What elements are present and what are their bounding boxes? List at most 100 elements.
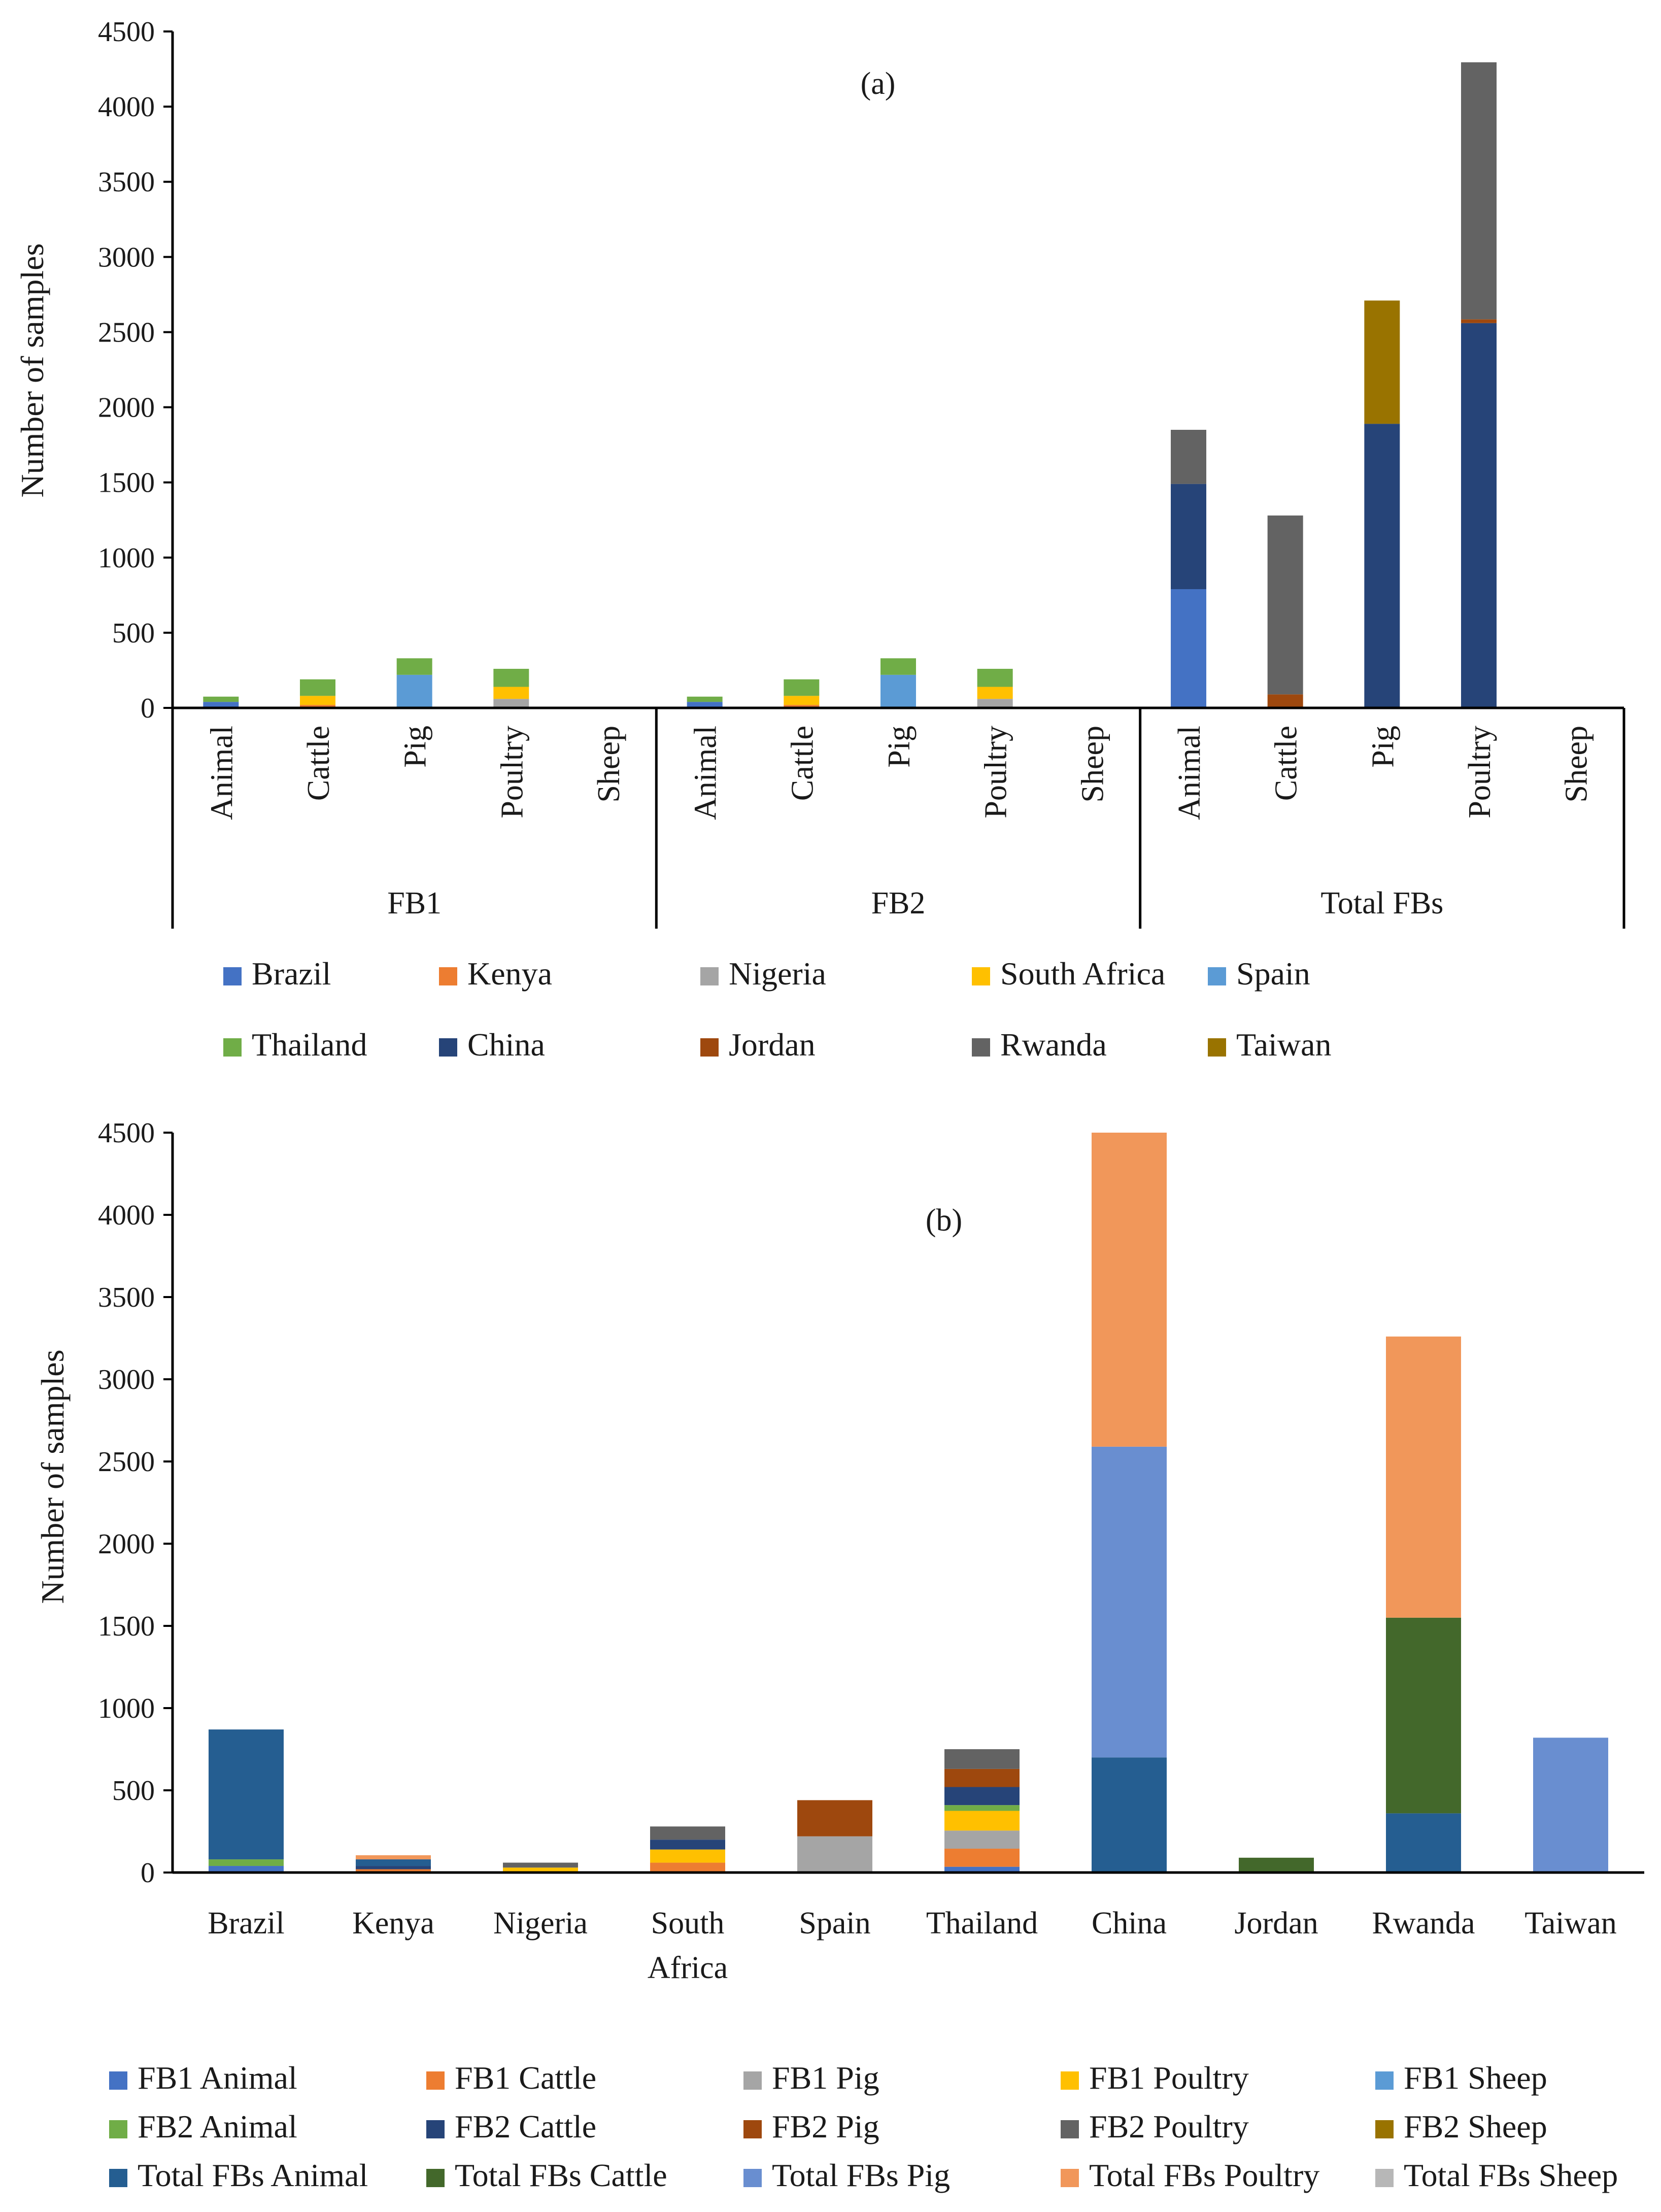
b-legend-label: FB1 Cattle (455, 2060, 596, 2096)
a-bar-thailand (493, 668, 529, 687)
a-bar-thailand (687, 696, 723, 702)
b-bar-total-fbs-animal (1092, 1757, 1167, 1873)
a-bar-south-africa (300, 696, 335, 705)
b-legend-swatch-total-fbs-sheep (1375, 2169, 1394, 2187)
a-category-label: Poultry (1463, 726, 1497, 819)
b-bar-fb2-poultry (650, 1826, 725, 1840)
a-y-tick-label: 4000 (98, 91, 155, 123)
b-category-label: Spain (799, 1906, 870, 1941)
panel-b-category-labels: Brazil Kenya Nigeria South Africa Spain Thaila… (208, 1906, 1617, 1985)
a-bar-spain (396, 674, 432, 708)
a-legend-swatch-spain (1208, 967, 1226, 985)
a-category-label: Cattle (1269, 726, 1304, 801)
a-bar-rwanda (1461, 62, 1497, 320)
a-legend-swatch-rwanda (972, 1038, 990, 1057)
a-y-tick-label: 500 (112, 618, 155, 649)
a-y-tick-label: 0 (141, 693, 155, 724)
b-bar-fb2-poultry (503, 1862, 578, 1868)
a-bar-south-africa (493, 687, 529, 699)
b-category-label: Rwanda (1372, 1906, 1475, 1941)
panel-a-label: (a) (861, 66, 896, 101)
b-bar-total-fbs-cattle (1239, 1857, 1314, 1873)
b-legend-swatch-fb1-pig (743, 2071, 762, 2090)
b-legend-label: Total FBs Cattle (455, 2157, 667, 2193)
b-legend-label: FB2 Sheep (1404, 2108, 1547, 2145)
b-legend-swatch-fb1-animal (109, 2071, 127, 2090)
b-category-label: Taiwan (1524, 1906, 1617, 1941)
panel-a-y-axis-label: Number of samples (14, 243, 50, 497)
b-legend-swatch-fb2-poultry (1061, 2120, 1079, 2138)
b-legend-label: Total FBs Sheep (1404, 2157, 1618, 2193)
a-category-label: Poultry (495, 726, 529, 819)
a-y-tick-label: 1500 (98, 467, 155, 499)
panel-a-group-labels: FB1 FB2 Total FBs (171, 708, 1625, 929)
a-bar-jordan (1267, 694, 1303, 708)
a-y-tick-label: 4500 (98, 16, 155, 48)
b-bar-fb1-pig (944, 1830, 1020, 1849)
b-legend-label: Total FBs Pig (772, 2157, 950, 2193)
a-legend-label: South Africa (1000, 956, 1165, 992)
b-legend-swatch-total-fbs-poultry (1061, 2169, 1079, 2187)
b-category-label: China (1092, 1906, 1167, 1941)
b-bar-fb1-cattle (650, 1862, 725, 1873)
b-bar-total-fbs-animal (209, 1729, 284, 1860)
a-legend-label: Brazil (252, 956, 331, 992)
b-legend-swatch-fb1-poultry (1061, 2071, 1079, 2090)
a-bar-nigeria (493, 699, 529, 708)
b-bar-fb1-poultry (503, 1867, 578, 1873)
a-bar-kenya (300, 705, 335, 708)
b-legend-label: Total FBs Animal (138, 2157, 368, 2193)
b-category-label: Nigeria (493, 1906, 588, 1941)
b-bar-fb1-poultry (650, 1849, 725, 1863)
b-bar-total-fbs-animal (356, 1859, 431, 1866)
a-legend-label: Kenya (467, 956, 552, 992)
a-legend-label: Rwanda (1000, 1027, 1107, 1063)
b-bar-fb2-poultry (944, 1749, 1020, 1769)
b-legend-swatch-fb1-cattle (426, 2071, 445, 2090)
b-legend-label: FB2 Animal (138, 2108, 297, 2145)
a-legend-swatch-thailand (223, 1038, 242, 1057)
a-legend-label: Taiwan (1236, 1027, 1331, 1063)
a-legend-label: Jordan (729, 1027, 816, 1063)
a-legend-swatch-nigeria (700, 967, 719, 985)
a-legend-label: China (467, 1027, 545, 1063)
panel-a-chart: 0 500 1000 1500 2000 2500 3000 3500 4000 4500 Ani… (14, 16, 1625, 1063)
a-y-tick-label: 2500 (98, 317, 155, 348)
b-legend-label: FB2 Pig (772, 2108, 879, 2145)
b-bar-fb1-cattle (944, 1849, 1020, 1867)
a-group-label: Total FBs (1320, 886, 1443, 921)
a-bar-thailand (880, 658, 916, 675)
a-legend-swatch-brazil (223, 967, 242, 985)
b-legend-label: FB1 Animal (138, 2060, 297, 2096)
b-legend-swatch-total-fbs-pig (743, 2169, 762, 2187)
a-category-label: Pig (1366, 726, 1400, 768)
a-y-tick-label: 3500 (98, 166, 155, 198)
b-bar-total-fbs-cattle (1386, 1617, 1461, 1814)
b-y-tick-label: 1500 (98, 1611, 155, 1642)
b-y-tick-label: 4000 (98, 1200, 155, 1231)
a-category-label: Animal (1172, 726, 1207, 820)
panel-a-category-labels: Animal Cattle Pig Poultry Sheep Animal Cattle P… (205, 726, 1594, 820)
b-bar-fb1-cattle (356, 1869, 431, 1873)
b-legend-swatch-total-fbs-cattle (426, 2169, 445, 2187)
panel-b-chart: 0 500 1000 1500 2000 2500 3000 3500 4000 4500 Bra… (35, 1117, 1644, 2193)
panel-b-label: (b) (926, 1203, 962, 1238)
b-legend-swatch-fb2-cattle (426, 2120, 445, 2138)
b-bar-fb2-cattle (944, 1787, 1020, 1806)
a-bar-china (1364, 424, 1400, 708)
b-bar-total-fbs-poultry (356, 1855, 431, 1860)
a-bar-thailand (977, 668, 1013, 687)
a-category-label: Animal (689, 726, 723, 820)
b-legend-swatch-fb1-sheep (1375, 2071, 1394, 2090)
b-y-tick-label: 3000 (98, 1364, 155, 1396)
b-legend-swatch-fb2-sheep (1375, 2120, 1394, 2138)
a-bar-thailand (300, 679, 335, 696)
a-legend-label: Spain (1236, 956, 1310, 992)
a-category-label: Poultry (979, 726, 1013, 819)
a-bar-thailand (396, 658, 432, 675)
a-bar-brazil (203, 702, 239, 708)
a-y-tick-label: 1000 (98, 542, 155, 574)
b-bar-fb1-animal (209, 1866, 284, 1873)
b-legend-swatch-fb2-animal (109, 2120, 127, 2138)
